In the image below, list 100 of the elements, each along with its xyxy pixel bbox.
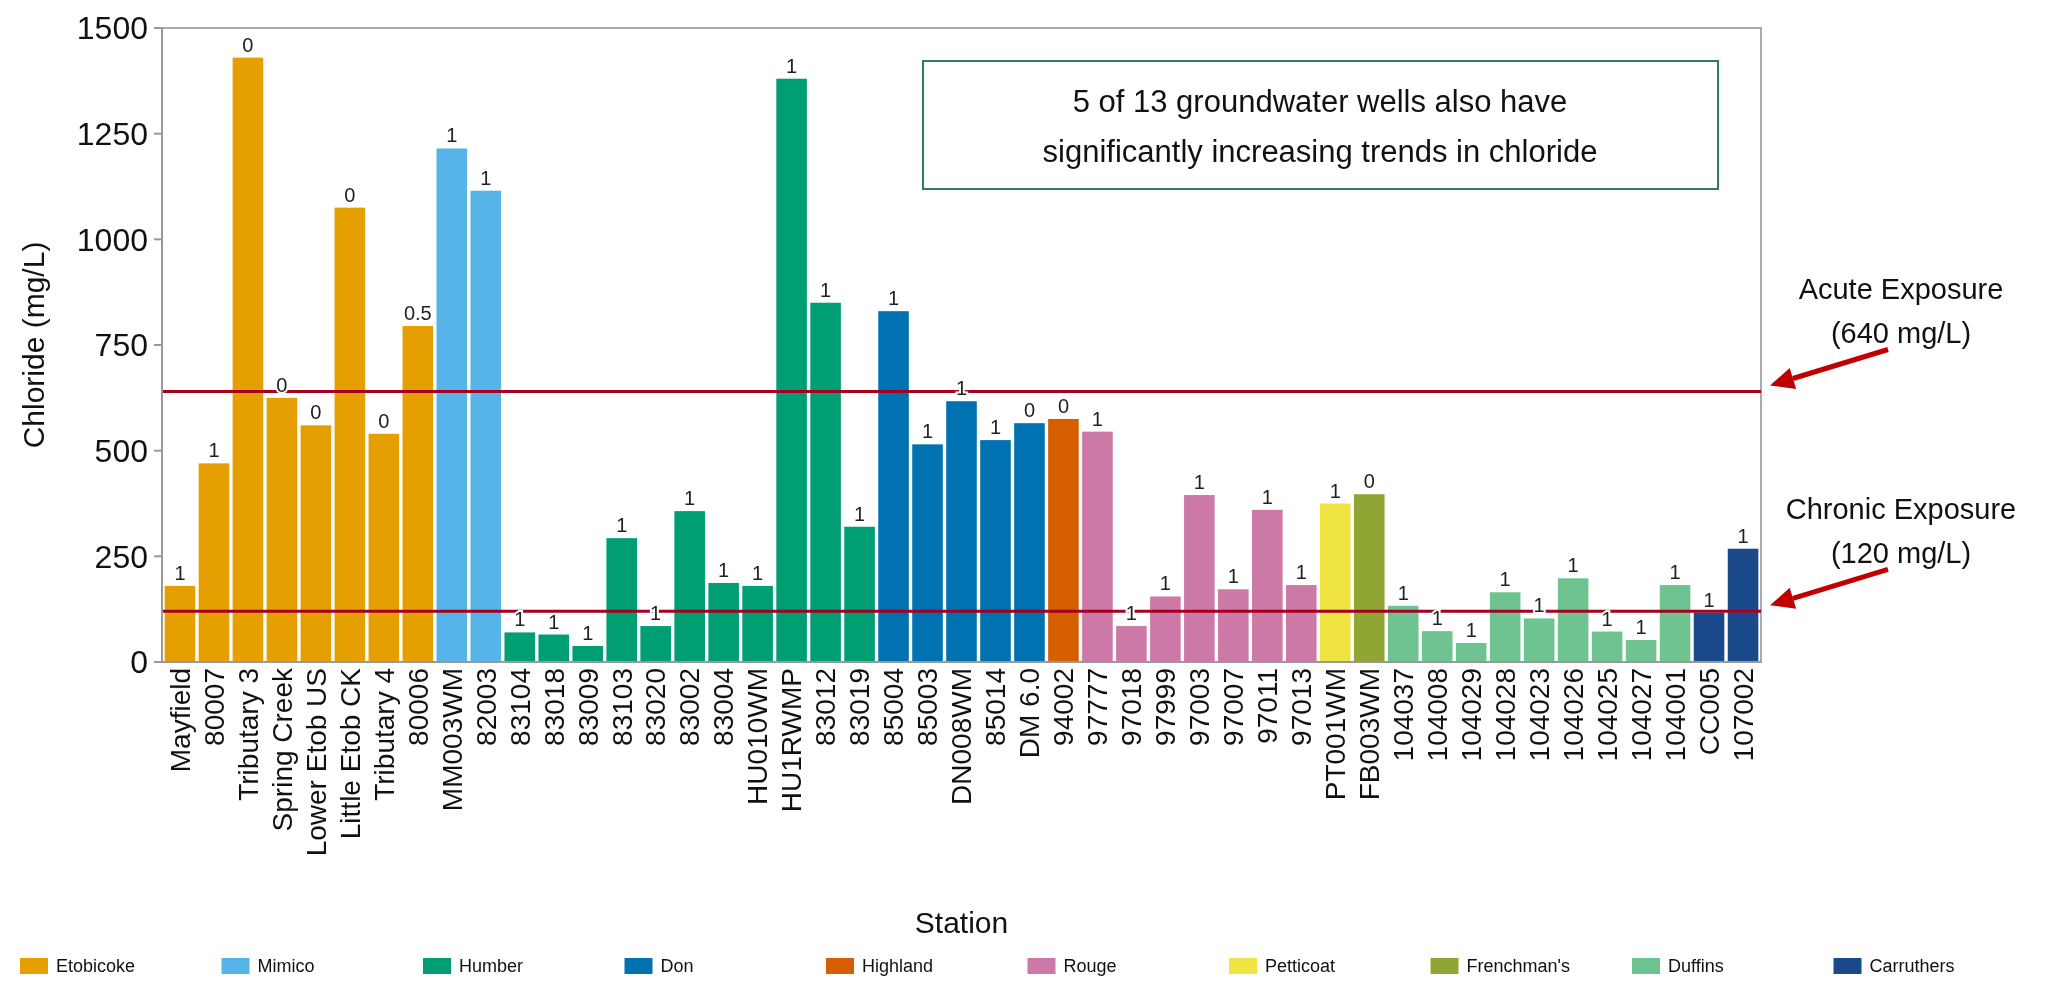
x-tick-label: 82003 bbox=[470, 668, 502, 746]
x-tick-label: 83018 bbox=[538, 668, 570, 746]
bar bbox=[776, 78, 807, 662]
bar bbox=[504, 632, 536, 662]
x-tick-label: 97777 bbox=[1082, 668, 1114, 746]
x-tick-label: DM 6.0 bbox=[1014, 668, 1046, 759]
x-tick-label: 83004 bbox=[708, 668, 740, 746]
bar bbox=[1421, 631, 1453, 662]
legend-label: Mimico bbox=[257, 956, 315, 977]
x-tick-label: Tributary 4 bbox=[368, 668, 400, 801]
annotation: 0 bbox=[344, 183, 356, 206]
x-tick-label: 83012 bbox=[810, 668, 842, 746]
bar bbox=[640, 626, 671, 662]
annotation: 1 bbox=[582, 621, 594, 644]
annotation: 1 bbox=[1703, 588, 1715, 611]
bar bbox=[300, 425, 332, 662]
bar bbox=[1557, 578, 1589, 662]
bar bbox=[1659, 585, 1691, 662]
ref-line-label: Acute Exposure (640 mg/L) bbox=[1798, 273, 2004, 350]
x-tick-label: 94002 bbox=[1048, 668, 1080, 746]
legend-label: Highland bbox=[862, 956, 934, 977]
annotation: 1 bbox=[1227, 565, 1239, 588]
x-tick-label: PT001WM bbox=[1320, 668, 1352, 801]
bar bbox=[1625, 640, 1657, 662]
bar bbox=[538, 634, 570, 662]
annotation: 0 bbox=[1023, 399, 1036, 422]
bar bbox=[674, 511, 705, 662]
annotation: 1 bbox=[1329, 479, 1341, 502]
annotation: 1 bbox=[1295, 561, 1307, 584]
x-tick-label: 104029 bbox=[1455, 668, 1487, 762]
annotation: 1 bbox=[208, 439, 220, 462]
bar bbox=[164, 585, 196, 662]
legend-label: Carruthers bbox=[1869, 956, 1955, 977]
bar bbox=[810, 302, 841, 662]
bar bbox=[878, 311, 909, 662]
x-tick-label: 97018 bbox=[1116, 668, 1148, 746]
y-tick-label: 500 bbox=[94, 432, 148, 469]
y-tick-label: 750 bbox=[94, 327, 148, 364]
annotation: 0.5 bbox=[403, 301, 432, 324]
bar bbox=[1014, 423, 1045, 662]
annotation: 1 bbox=[1261, 485, 1273, 508]
bar bbox=[1150, 596, 1181, 662]
x-tick-label: 104027 bbox=[1625, 668, 1657, 762]
annotation: 1 bbox=[1567, 554, 1579, 577]
annotation: 0 bbox=[1363, 470, 1375, 493]
y-tick-label: 0 bbox=[130, 644, 148, 681]
bar bbox=[1523, 618, 1555, 662]
bar bbox=[1082, 431, 1113, 662]
bar bbox=[1218, 589, 1249, 662]
x-tick-label: 104028 bbox=[1489, 668, 1521, 762]
bar bbox=[1693, 612, 1725, 662]
annotation: 1 bbox=[718, 558, 730, 581]
legend-label: Rouge bbox=[1063, 956, 1117, 977]
annotation: 1 bbox=[514, 608, 526, 631]
bar bbox=[1184, 495, 1215, 662]
ref-line-label: Chronic Exposure (120 mg/L) bbox=[1785, 493, 2017, 570]
bar bbox=[1353, 494, 1385, 662]
x-tick-label: 83019 bbox=[844, 668, 876, 746]
annotation: 1 bbox=[989, 416, 1002, 439]
x-tick-label: 107002 bbox=[1727, 668, 1759, 762]
x-tick-label: 104026 bbox=[1557, 668, 1589, 762]
annotation: 1 bbox=[1635, 616, 1647, 639]
annotation: 1 bbox=[616, 514, 628, 537]
annotation: 1 bbox=[446, 124, 458, 147]
x-tick-label: 83009 bbox=[572, 668, 604, 746]
x-axis-title: Station bbox=[914, 906, 1009, 939]
bar bbox=[266, 397, 298, 662]
x-tick-label: 80006 bbox=[402, 668, 434, 746]
x-tick-label: 83020 bbox=[640, 668, 672, 746]
x-tick-label: 83104 bbox=[504, 668, 536, 746]
bar bbox=[708, 582, 739, 662]
annotation: 1 bbox=[684, 487, 696, 510]
x-tick-label: Tributary 3 bbox=[232, 668, 264, 801]
x-tick-label: Lower Etob US bbox=[300, 668, 332, 857]
x-tick-label: 104023 bbox=[1523, 668, 1555, 762]
bar bbox=[1116, 626, 1147, 662]
x-tick-label: 97013 bbox=[1286, 668, 1318, 746]
bar bbox=[198, 463, 230, 662]
x-tick-label: DN008WM bbox=[946, 668, 978, 805]
annotation: 0 bbox=[242, 33, 254, 56]
bar bbox=[844, 526, 875, 662]
annotation: 0 bbox=[310, 401, 322, 424]
bar bbox=[1387, 605, 1419, 662]
annotation: 1 bbox=[921, 420, 934, 443]
y-tick-label: 1250 bbox=[76, 115, 148, 152]
x-tick-label: 80007 bbox=[198, 668, 230, 746]
annotation: 1 bbox=[1601, 607, 1613, 630]
bar bbox=[1286, 585, 1317, 662]
bar bbox=[1252, 509, 1283, 662]
bar bbox=[946, 401, 977, 662]
y-axis-title: Chloride (mg/L) bbox=[17, 241, 50, 449]
x-tick-label: CC005 bbox=[1693, 668, 1725, 756]
annotation: 1 bbox=[480, 166, 492, 189]
bar bbox=[334, 207, 366, 662]
x-tick-label: 104025 bbox=[1591, 668, 1623, 762]
x-tick-label: 97007 bbox=[1218, 668, 1250, 746]
bar bbox=[912, 444, 943, 662]
annotation: 1 bbox=[820, 278, 832, 301]
bar bbox=[742, 585, 773, 662]
bar bbox=[1591, 631, 1623, 662]
